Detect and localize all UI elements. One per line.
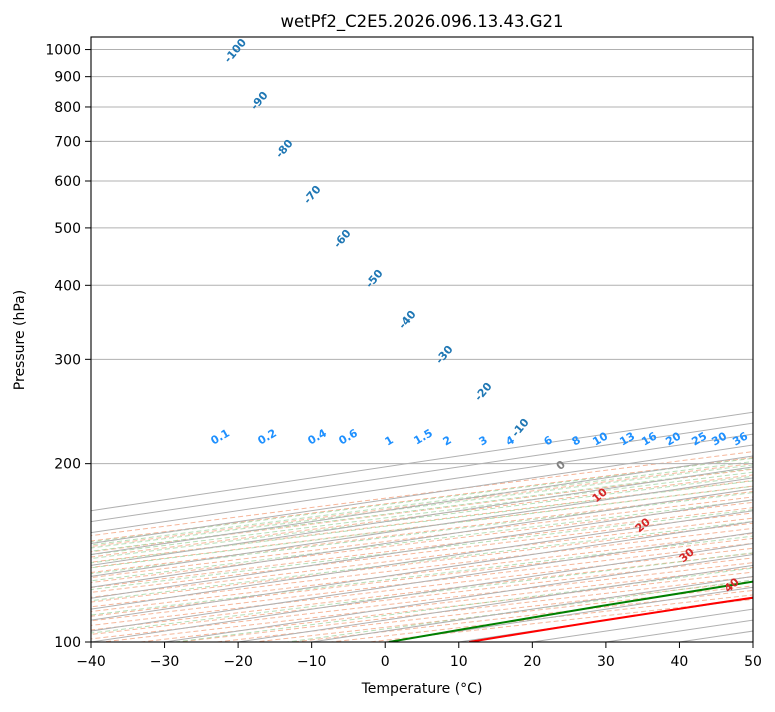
x-tick-label: −30 xyxy=(150,654,180,670)
y-tick-label: 600 xyxy=(54,174,81,190)
y-tick-label: 900 xyxy=(54,70,81,86)
y-tick-label: 700 xyxy=(54,134,81,150)
x-tick-label: −20 xyxy=(223,654,253,670)
y-tick-label: 200 xyxy=(54,457,81,473)
y-tick-label: 400 xyxy=(54,278,81,294)
chart-title: wetPf2_C2E5.2026.096.13.43.G21 xyxy=(280,12,563,32)
x-tick-label: −10 xyxy=(297,654,327,670)
x-tick-label: 0 xyxy=(381,654,390,670)
y-axis-label: Pressure (hPa) xyxy=(12,290,28,390)
x-tick-label: 30 xyxy=(597,654,615,670)
y-tick-label: 500 xyxy=(54,221,81,237)
x-tick-label: 20 xyxy=(523,654,541,670)
y-tick-label: 800 xyxy=(54,100,81,116)
x-tick-label: −40 xyxy=(76,654,106,670)
y-tick-label: 100 xyxy=(54,635,81,651)
x-axis-label: Temperature (°C) xyxy=(361,681,483,697)
x-tick-label: 50 xyxy=(744,654,762,670)
x-tick-label: 10 xyxy=(450,654,468,670)
y-tick-label: 1000 xyxy=(45,43,81,59)
y-tick-label: 300 xyxy=(54,352,81,368)
x-tick-label: 40 xyxy=(671,654,689,670)
